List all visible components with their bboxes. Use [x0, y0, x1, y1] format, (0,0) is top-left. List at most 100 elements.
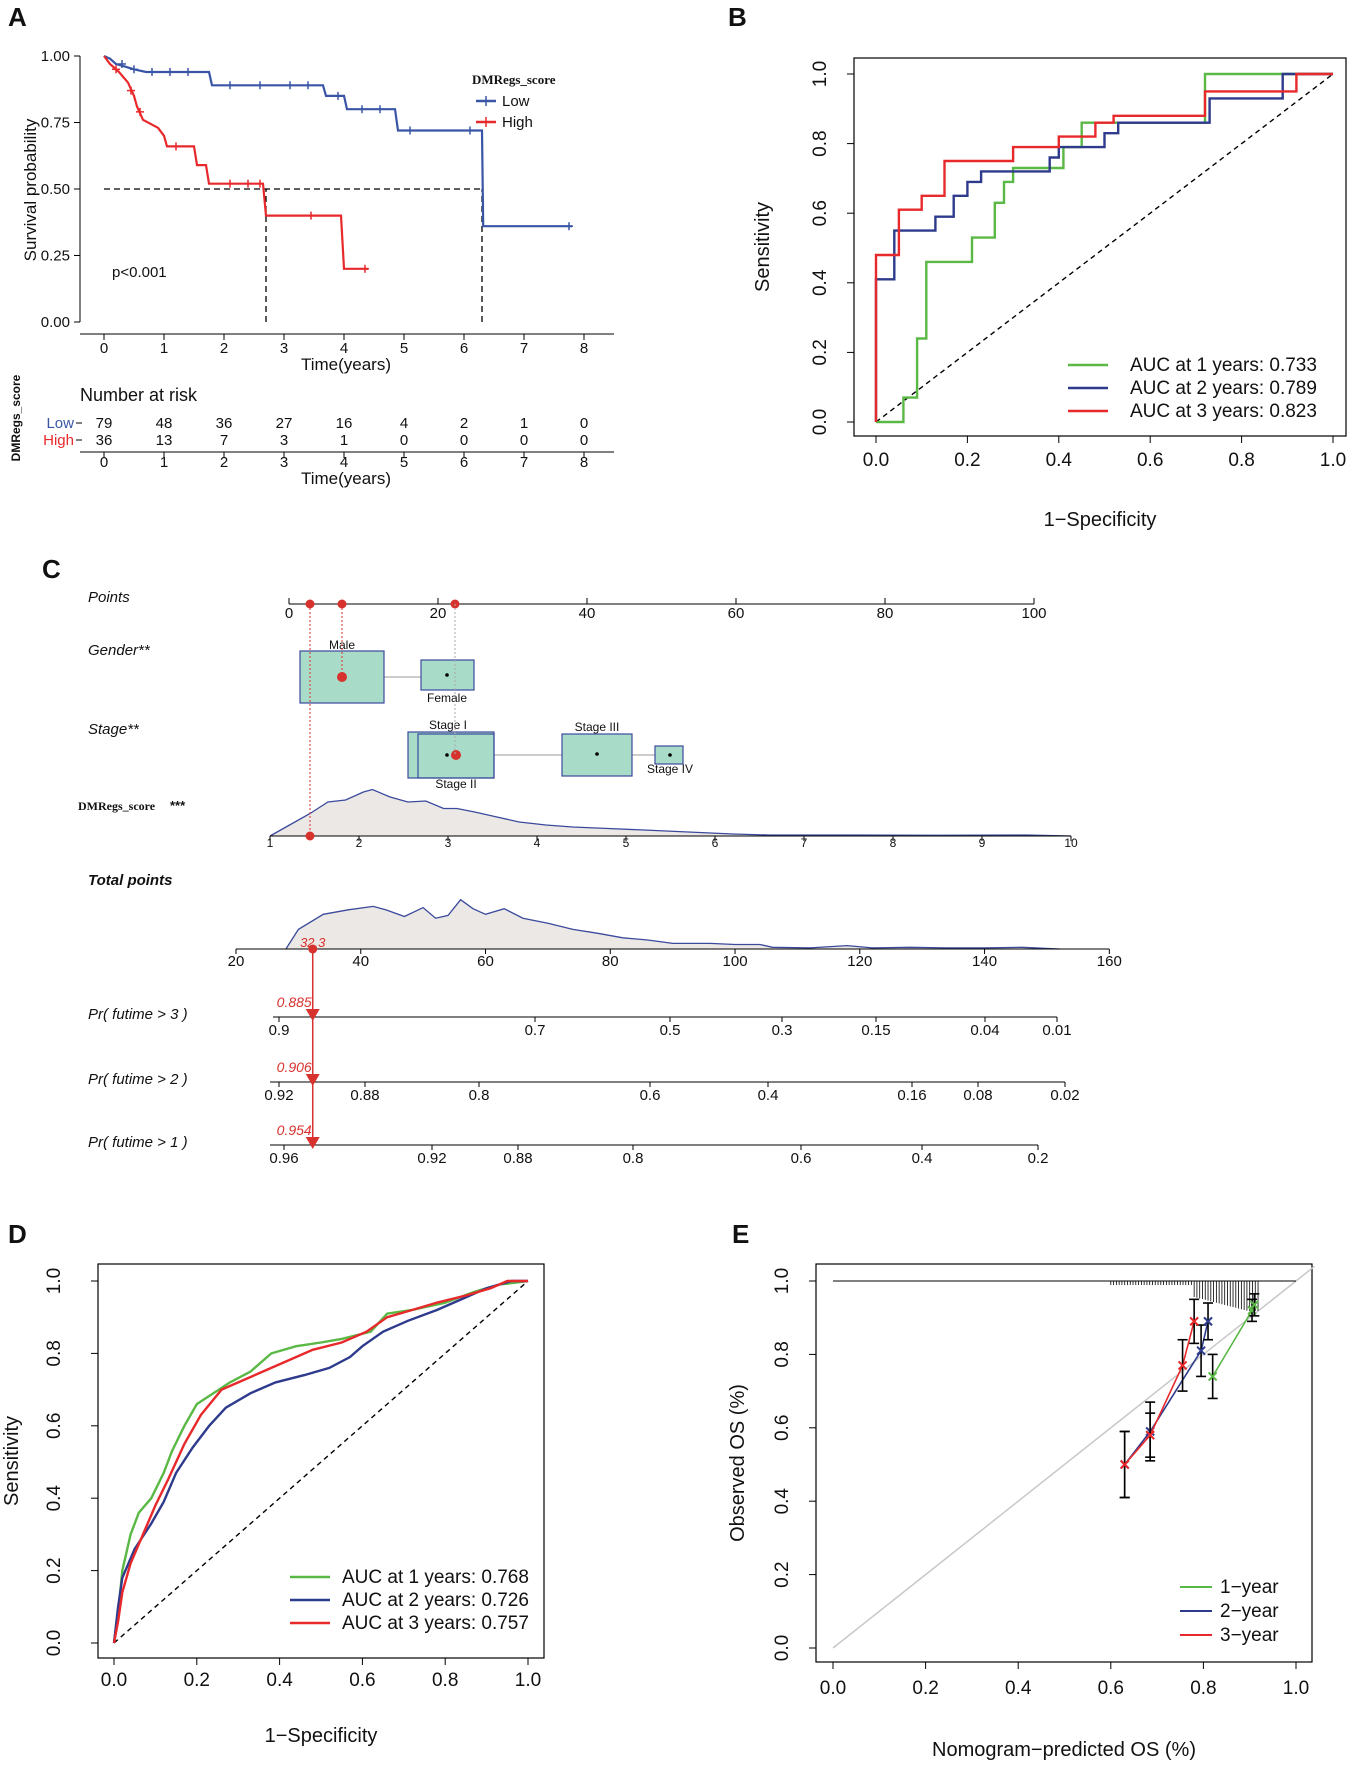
- legend-label: AUC at 1 years: 0.768: [342, 1567, 529, 1588]
- points-label: Points: [88, 589, 130, 606]
- score-tick-label: 7: [801, 836, 808, 850]
- x-tick-label: 5: [400, 340, 408, 357]
- km-curve-low: [103, 54, 572, 228]
- roc-curve-red: [874, 72, 1333, 422]
- score-tick-label: 2: [356, 836, 363, 850]
- gender-mean-dot: [445, 673, 449, 677]
- x-tick-label: 0.0: [101, 1670, 127, 1691]
- total-tick-label: 140: [972, 953, 997, 970]
- risk-count: 7: [220, 432, 228, 449]
- panel-d-roc-plot: 0.0 0.2 0.4 0.6 0.8 1.0 0.0 0.2 0.4 0.6 0.8 1.0 1−Sp…: [1, 1263, 545, 1747]
- total-tick-label: 40: [352, 953, 369, 970]
- x-tick-label: 0.8: [1190, 1678, 1216, 1699]
- x-tick-label: 0.6: [349, 1670, 375, 1691]
- risk-count: 0: [580, 432, 588, 449]
- stage-mean-dot: [668, 753, 672, 757]
- score-tick-label: 5: [623, 836, 630, 850]
- stage-level-iii: Stage III: [575, 720, 620, 734]
- legend-label: High: [502, 114, 533, 131]
- stage-mean-dot: [445, 753, 449, 757]
- y-tick-label: 0.4: [44, 1485, 65, 1512]
- roc-curve-green: [876, 72, 1333, 424]
- legend-label: Low: [502, 93, 530, 110]
- y-tick-label: 0.8: [810, 130, 831, 156]
- legend-label: AUC at 3 years: 0.823: [1130, 401, 1317, 422]
- x-tick-label: 4: [340, 340, 348, 357]
- legend-title: DMRegs_score: [472, 72, 556, 87]
- x-tick-label: 0: [100, 340, 108, 357]
- calibration-line-red: [1124, 1321, 1195, 1466]
- prob-tick-label: 0.8: [469, 1087, 490, 1104]
- score-tick-label: 9: [979, 836, 986, 850]
- prob-selected-marker: [305, 1074, 320, 1086]
- score-tick-label: 10: [1064, 836, 1078, 850]
- score-density-line: [269, 788, 1072, 837]
- risk-x-tick-label: 6: [460, 454, 468, 471]
- legend-label: AUC at 1 years: 0.733: [1130, 355, 1317, 376]
- prob-tick-label: 0.2: [1028, 1150, 1049, 1167]
- plot-frame: [853, 57, 1347, 437]
- points-tick-label: 100: [1021, 605, 1046, 622]
- risk-x-tick-label: 5: [400, 454, 408, 471]
- y-tick-label: 0.8: [44, 1340, 65, 1366]
- panel-e-calibration-plot: 0.0 0.2 0.4 0.6 0.8 1.0 0.0 0.2 0.4 0.6 0.8 1.0 Nomo…: [727, 1263, 1315, 1761]
- x-tick-label: 2: [220, 340, 228, 357]
- risk-count: 0: [580, 415, 588, 432]
- x-axis-title: Time(years): [301, 355, 391, 374]
- risk-count: 36: [96, 432, 113, 449]
- y-tick-label: 0.6: [810, 200, 831, 226]
- legend-label: AUC at 2 years: 0.726: [342, 1590, 529, 1611]
- x-tick-label: 0.2: [184, 1670, 210, 1691]
- legend-label: 1−year: [1220, 1577, 1279, 1598]
- y-tick-label: 0.4: [810, 269, 831, 296]
- x-tick-label: 0.8: [1228, 450, 1254, 471]
- y-tick-label: 0.0: [810, 409, 831, 435]
- panel-letter-e: E: [732, 1219, 749, 1249]
- risk-count: 79: [96, 415, 113, 432]
- plot-frame: [97, 1263, 545, 1659]
- risk-count: 4: [400, 415, 408, 432]
- y-tick-label: 0.75: [41, 115, 70, 132]
- legend-label: AUC at 2 years: 0.789: [1130, 378, 1317, 399]
- total-tick-label: 160: [1097, 953, 1122, 970]
- total-tick-label: 60: [477, 953, 494, 970]
- y-tick-label: 0.0: [772, 1635, 793, 1661]
- risk-count: 36: [216, 415, 233, 432]
- x-tick-label: 0.6: [1098, 1678, 1124, 1699]
- x-tick-label: 0.2: [954, 450, 980, 471]
- y-tick-label: 0.00: [41, 314, 70, 331]
- prob-tick-label: 0.08: [963, 1087, 992, 1104]
- risk-x-tick-label: 2: [220, 454, 228, 471]
- legend-label: 3−year: [1220, 1625, 1279, 1646]
- risk-count: 2: [460, 415, 468, 432]
- score-selected-marker: [305, 831, 315, 841]
- x-tick-label: 1.0: [1283, 1678, 1309, 1699]
- prob-tick-label: 0.96: [269, 1150, 298, 1167]
- calibration-point: [1189, 1316, 1199, 1327]
- y-tick-label: 0.8: [772, 1341, 793, 1367]
- x-tick-label: 0.0: [863, 450, 889, 471]
- risk-count: 0: [520, 432, 528, 449]
- roc-curve-navy: [112, 1279, 528, 1644]
- x-axis-title: 1−Specificity: [265, 1725, 378, 1747]
- risk-count: 48: [156, 415, 173, 432]
- gender-label: Gender**: [88, 642, 151, 659]
- prob-selected-value: 0.906: [277, 1059, 312, 1075]
- calibration-point: [1145, 1430, 1155, 1440]
- x-axis-title: Nomogram−predicted OS (%): [932, 1739, 1196, 1761]
- risk-count: 1: [340, 432, 348, 449]
- x-tick-label: 1.0: [515, 1670, 541, 1691]
- x-tick-label: 0.6: [1137, 450, 1163, 471]
- stage-label: Stage**: [88, 721, 140, 738]
- total-tick-label: 20: [228, 953, 245, 970]
- y-tick-label: 0.25: [41, 248, 70, 265]
- stage-mean-dot: [595, 752, 599, 756]
- total-tick-label: 80: [602, 953, 619, 970]
- total-points-label: Total points: [88, 872, 172, 889]
- prob-tick-label: 0.4: [758, 1087, 779, 1104]
- legend-label: AUC at 3 years: 0.757: [342, 1613, 529, 1634]
- prob-tick-label: 0.16: [897, 1087, 926, 1104]
- risk-x-tick-label: 8: [580, 454, 588, 471]
- risk-x-axis-title: Time(years): [301, 469, 391, 488]
